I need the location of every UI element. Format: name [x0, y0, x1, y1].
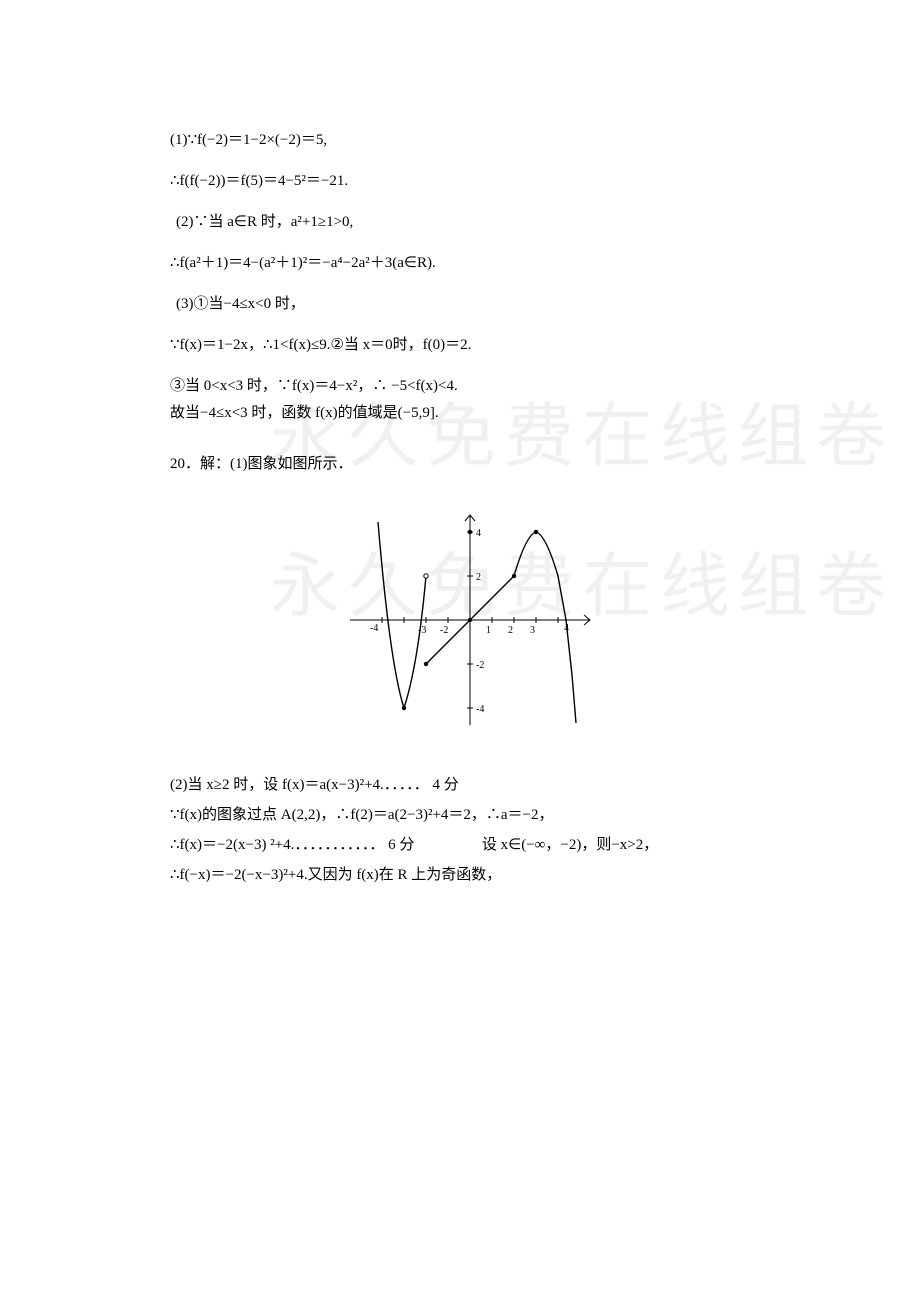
math-line-1: (1)∵f(−2)＝1−2×(−2)＝5, [170, 130, 770, 151]
svg-text:-4: -4 [370, 623, 378, 634]
svg-text:4: 4 [476, 528, 481, 539]
curve-right [514, 532, 576, 723]
math-line-2: ∴f(f(−2))＝f(5)＝4−5²＝−21. [170, 171, 770, 192]
problem-20-heading: 20．解：(1)图象如图所示． [170, 454, 770, 475]
b-line-3-left: ∴f(x)＝−2(x−3) ²+4.．．．．．．．．．．． 6 分 [170, 837, 414, 853]
curve-left [378, 522, 426, 708]
function-graph: -4 -3 -2 1 2 3 4 4 2 -2 -4 [340, 505, 600, 735]
graph-container: -4 -3 -2 1 2 3 4 4 2 -2 -4 [170, 505, 770, 740]
math-line-5: (3)①当−4≤x<0 时， [170, 294, 770, 315]
closed-point-left [424, 662, 428, 666]
vertex-left [402, 706, 406, 710]
math-line-7: ③当 0<x<3 时，∵f(x)＝4−x²，∴ −5<f(x)<4. [170, 376, 770, 397]
open-point-left [424, 574, 428, 578]
solution-part2: (2)当 x≥2 时，设 f(x)＝a(x−3)²+4.．．．．． 4 分 ∵f… [170, 770, 770, 890]
svg-text:-2: -2 [476, 660, 484, 671]
b-line-3-right: 设 x∈(−∞，−2)，则−x>2， [482, 837, 658, 853]
svg-text:1: 1 [486, 625, 491, 636]
svg-text:2: 2 [508, 625, 513, 636]
math-line-4: ∴f(a²＋1)＝4−(a²＋1)²＝−a⁴−2a²＋3(a∈R). [170, 253, 770, 274]
svg-text:-4: -4 [476, 704, 484, 715]
math-line-6: ∵f(x)＝1−2x，∴1<f(x)≤9.②当 x＝0时，f(0)＝2. [170, 335, 770, 356]
svg-text:2: 2 [476, 572, 481, 583]
math-line-3: (2)∵当 a∈R 时，a²+1≥1>0, [170, 212, 770, 233]
b-line-1: (2)当 x≥2 时，设 f(x)＝a(x−3)²+4.．．．．． 4 分 [170, 770, 770, 800]
y4-dot [468, 530, 472, 534]
math-line-8: 故当−4≤x<3 时，函数 f(x)的值域是(−5,9]. [170, 403, 770, 424]
document-content: (1)∵f(−2)＝1−2×(−2)＝5, ∴f(f(−2))＝f(5)＝4−5… [170, 130, 770, 890]
vertex-right [534, 530, 538, 534]
b-line-3: ∴f(x)＝−2(x−3) ²+4.．．．．．．．．．．． 6 分 设 x∈(−… [170, 830, 770, 860]
svg-text:-2: -2 [440, 625, 448, 636]
svg-text:3: 3 [530, 625, 535, 636]
b-line-4: ∴f(−x)＝−2(−x−3)²+4.又因为 f(x)在 R 上为奇函数， [170, 860, 770, 890]
b-line-2: ∵f(x)的图象过点 A(2,2)，∴f(2)＝a(2−3)²+4＝2，∴a＝−… [170, 800, 770, 830]
